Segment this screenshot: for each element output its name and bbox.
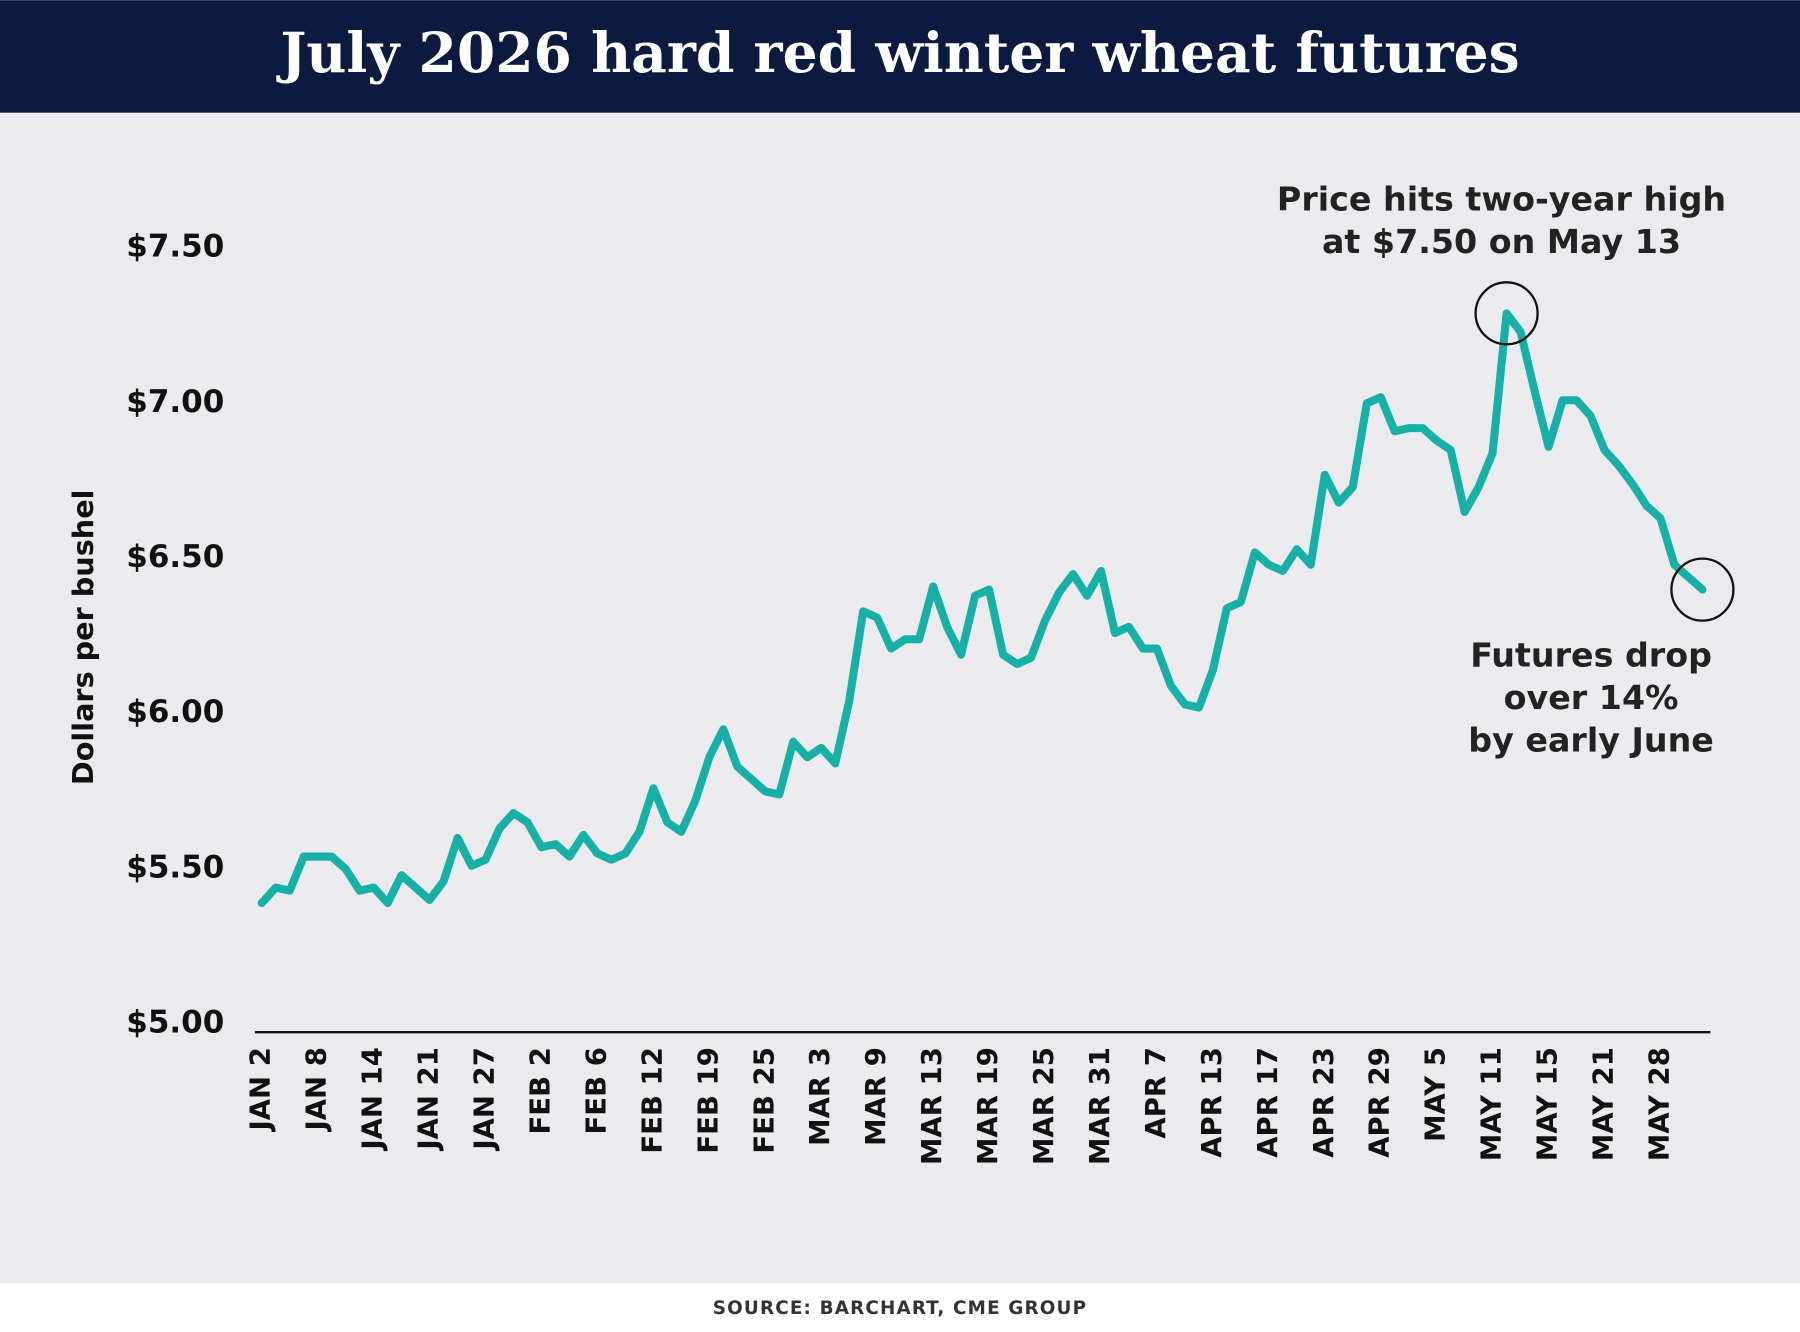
y-tick-label: $6.50 <box>126 539 224 575</box>
x-tick-label: MAY 21 <box>1588 1047 1620 1161</box>
y-tick-label: $5.50 <box>126 849 224 885</box>
highlight-circle <box>1474 281 1539 346</box>
x-tick-label: FEB 12 <box>636 1047 668 1154</box>
x-tick-label: MAR 31 <box>1084 1047 1116 1165</box>
x-tick-label: APR 23 <box>1308 1047 1340 1158</box>
x-tick-label: MAY 28 <box>1643 1047 1675 1161</box>
annotation: by early June <box>1468 720 1714 759</box>
x-tick-label: FEB 25 <box>748 1047 780 1154</box>
x-tick-label: MAY 11 <box>1476 1047 1508 1161</box>
source-note: SOURCE: BARCHART, CME GROUP <box>713 1298 1087 1319</box>
plot-background <box>0 112 1800 1284</box>
annotation: at $7.50 on May 13 <box>1322 222 1681 261</box>
x-tick-label: MAR 19 <box>972 1047 1004 1165</box>
x-tick-label: MAY 5 <box>1420 1047 1452 1142</box>
chart-title: July 2026 hard red winter wheat futures <box>275 20 1519 85</box>
x-tick-label: JAN 27 <box>469 1047 501 1152</box>
y-tick-label: $5.00 <box>126 1005 224 1041</box>
x-tick-label: JAN 14 <box>357 1047 389 1152</box>
x-tick-label: JAN 8 <box>301 1047 333 1132</box>
x-tick-label: MAR 9 <box>860 1047 892 1146</box>
y-axis-title: Dollars per bushel <box>66 489 100 785</box>
x-tick-label: APR 17 <box>1252 1047 1284 1158</box>
x-tick-label: APR 13 <box>1196 1047 1228 1158</box>
highlight-circle <box>1670 557 1735 622</box>
y-tick-label: $6.00 <box>126 694 224 730</box>
annotation: Price hits two-year high <box>1277 180 1726 219</box>
x-tick-label: MAR 13 <box>916 1047 948 1165</box>
x-tick-label: JAN 2 <box>245 1047 277 1132</box>
x-tick-label: FEB 6 <box>580 1047 612 1134</box>
y-tick-label: $7.00 <box>126 384 224 420</box>
x-tick-label: MAR 25 <box>1028 1047 1060 1165</box>
price-line <box>257 309 1707 908</box>
annotation: over 14% <box>1504 678 1679 717</box>
annotation: Futures drop <box>1470 635 1712 674</box>
header-bar <box>0 0 1800 113</box>
x-tick-label: FEB 19 <box>692 1047 724 1154</box>
x-tick-label: JAN 21 <box>413 1047 445 1152</box>
x-tick-label: MAY 15 <box>1532 1047 1564 1161</box>
x-tick-label: APR 7 <box>1140 1047 1172 1138</box>
y-tick-label: $7.50 <box>126 229 224 265</box>
x-tick-label: FEB 2 <box>524 1047 556 1134</box>
x-tick-label: APR 29 <box>1364 1047 1396 1158</box>
x-tick-label: MAR 3 <box>804 1047 836 1146</box>
